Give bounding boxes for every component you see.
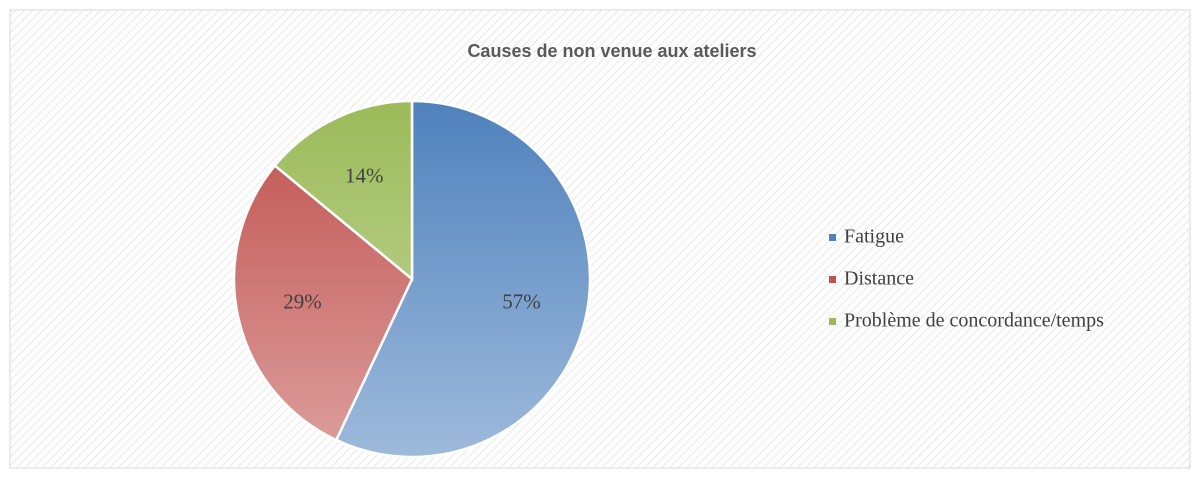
pie-slice: [232, 163, 414, 442]
data-label: 29%: [283, 289, 322, 313]
data-label: 57%: [502, 289, 541, 313]
data-label: 14%: [345, 163, 384, 187]
chart-title: Causes de non venue aux ateliers: [467, 41, 756, 61]
legend-label: Fatigue: [844, 226, 904, 248]
legend-marker: [829, 276, 836, 283]
legend-marker: [829, 234, 836, 241]
pie-slice: [273, 99, 414, 282]
legend-label: Problème de concordance/temps: [844, 310, 1104, 332]
chart-area: [9, 9, 1191, 469]
legend-label: Distance: [844, 268, 914, 290]
pie-slice: [334, 99, 592, 459]
legend-marker: [829, 318, 836, 325]
